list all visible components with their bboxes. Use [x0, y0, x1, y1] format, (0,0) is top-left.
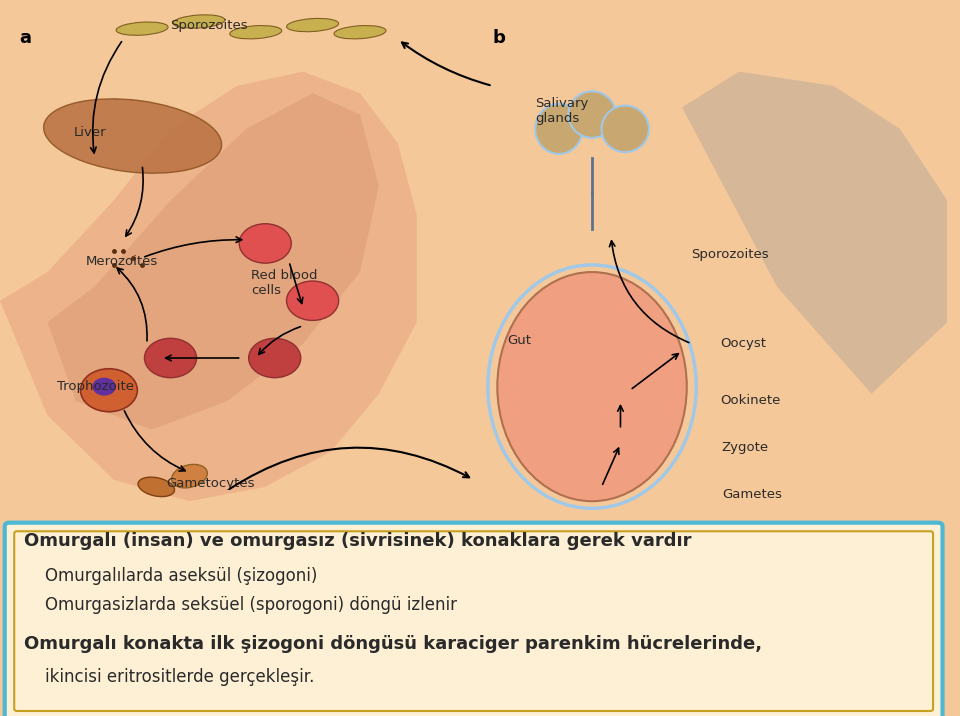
Polygon shape	[0, 72, 417, 501]
Text: Omurgalı konakta ilk şizogoni döngüsü karaciger parenkim hücrelerinde,: Omurgalı konakta ilk şizogoni döngüsü ka…	[24, 635, 762, 654]
Text: Gut: Gut	[507, 334, 531, 347]
Ellipse shape	[287, 19, 339, 32]
Ellipse shape	[116, 22, 168, 35]
Text: Ookinete: Ookinete	[720, 395, 780, 407]
Ellipse shape	[43, 99, 222, 173]
Ellipse shape	[239, 223, 291, 263]
Polygon shape	[47, 93, 379, 430]
Ellipse shape	[536, 104, 583, 154]
Text: ikincisi eritrositlerde gerçekleşir.: ikincisi eritrositlerde gerçekleşir.	[24, 667, 314, 686]
Text: Gametocytes: Gametocytes	[166, 477, 254, 490]
Text: a: a	[19, 29, 31, 47]
Text: Sporozoites: Sporozoites	[691, 248, 769, 261]
Ellipse shape	[172, 465, 207, 488]
Ellipse shape	[92, 378, 116, 395]
Polygon shape	[682, 72, 948, 394]
Ellipse shape	[229, 26, 281, 39]
Ellipse shape	[497, 272, 686, 501]
Text: Red blood
cells: Red blood cells	[251, 268, 318, 297]
Text: Gametes: Gametes	[722, 488, 781, 500]
Ellipse shape	[568, 92, 615, 138]
Ellipse shape	[81, 369, 137, 412]
Ellipse shape	[602, 106, 649, 153]
Ellipse shape	[173, 15, 225, 28]
Text: Sporozoites: Sporozoites	[171, 19, 248, 32]
Ellipse shape	[138, 477, 175, 497]
Text: Omurgalılarda aseksül (şizogoni): Omurgalılarda aseksül (şizogoni)	[24, 567, 317, 586]
Ellipse shape	[286, 281, 339, 321]
Ellipse shape	[249, 339, 300, 378]
Text: Zygote: Zygote	[722, 441, 769, 454]
FancyBboxPatch shape	[5, 523, 943, 716]
Text: Salivary
glands: Salivary glands	[536, 97, 588, 125]
Text: Omurgalı (insan) ve omurgasız (sivrisinek) konaklara gerek vardır: Omurgalı (insan) ve omurgasız (sivrisine…	[24, 531, 691, 550]
Text: Trophozoite: Trophozoite	[57, 380, 133, 393]
Ellipse shape	[334, 26, 386, 39]
Text: Merozoites: Merozoites	[85, 255, 157, 268]
Text: Omurgasizlarda seksüel (sporogoni) döngü izlenir: Omurgasizlarda seksüel (sporogoni) döngü…	[24, 596, 457, 614]
Text: Liver: Liver	[74, 126, 107, 139]
Text: b: b	[492, 29, 506, 47]
Ellipse shape	[144, 339, 197, 378]
Text: Oocyst: Oocyst	[720, 337, 766, 350]
